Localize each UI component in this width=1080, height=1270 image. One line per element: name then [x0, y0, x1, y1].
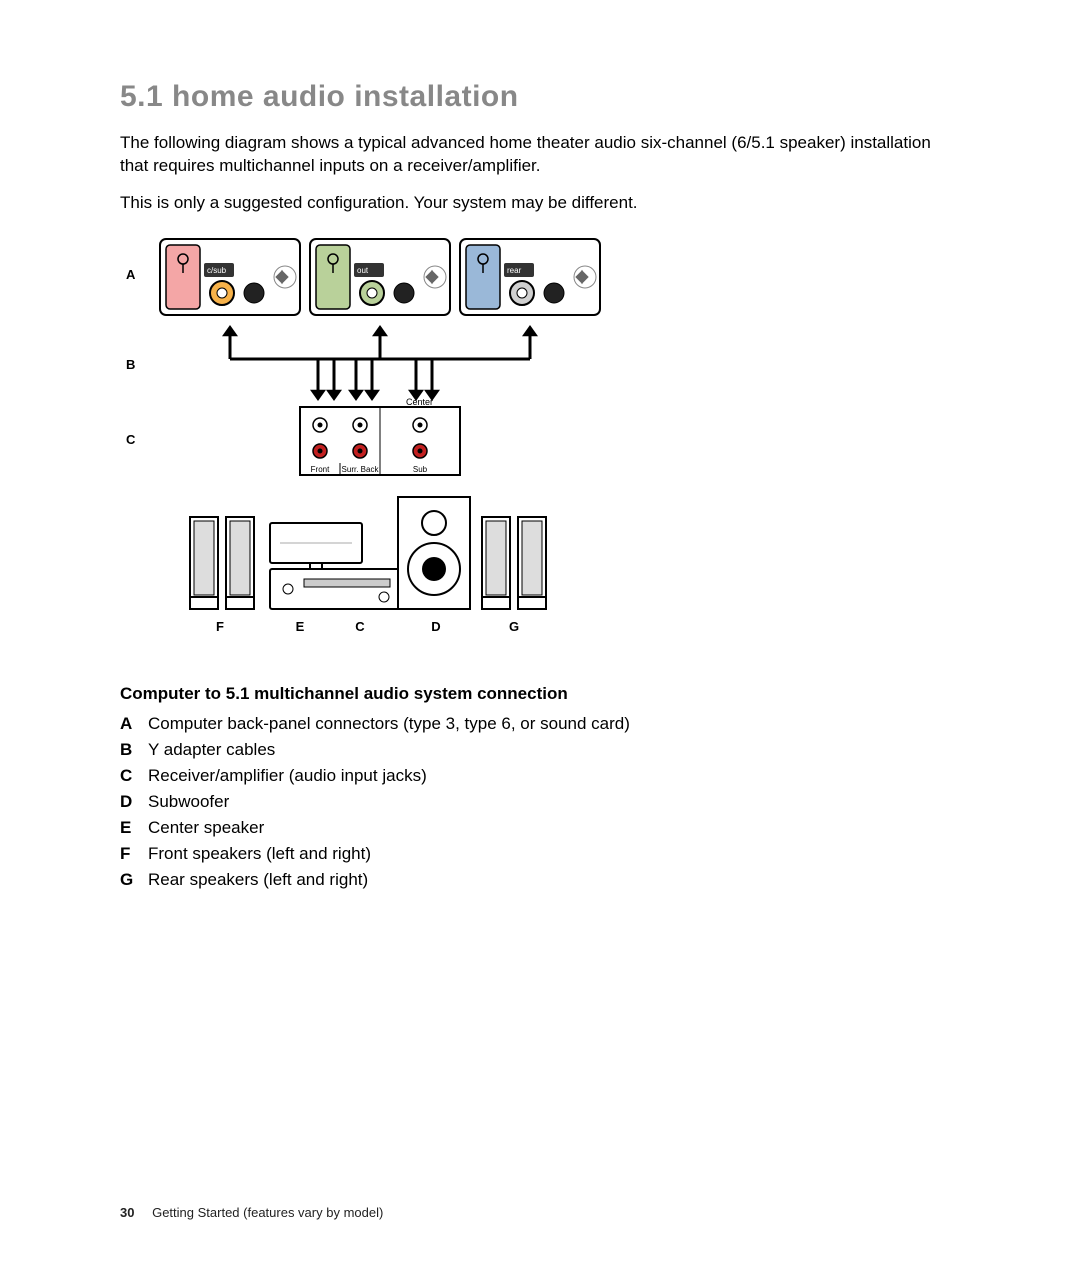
legend-row: FFront speakers (left and right) — [120, 844, 960, 864]
intro-paragraph-2: This is only a suggested configuration. … — [120, 192, 960, 215]
svg-text:Front: Front — [311, 465, 330, 474]
legend-row: AComputer back-panel connectors (type 3,… — [120, 714, 960, 734]
section-title: 5.1 home audio installation — [120, 80, 960, 114]
svg-text:D: D — [431, 619, 440, 634]
legend-key: B — [120, 740, 148, 760]
legend-key: D — [120, 792, 148, 812]
legend-row: GRear speakers (left and right) — [120, 870, 960, 890]
legend-row: ECenter speaker — [120, 818, 960, 838]
svg-text:Sub: Sub — [413, 465, 428, 474]
svg-text:rear: rear — [507, 266, 522, 275]
legend-value: Y adapter cables — [148, 740, 960, 760]
legend-row: BY adapter cables — [120, 740, 960, 760]
page-number: 30 — [120, 1205, 134, 1220]
svg-text:A: A — [126, 267, 136, 282]
legend-row: DSubwoofer — [120, 792, 960, 812]
legend-value: Subwoofer — [148, 792, 960, 812]
svg-text:B: B — [126, 357, 135, 372]
legend-row: CReceiver/amplifier (audio input jacks) — [120, 766, 960, 786]
svg-text:F: F — [216, 619, 224, 634]
legend-heading: Computer to 5.1 multichannel audio syste… — [120, 684, 960, 704]
page-footer: 30 Getting Started (features vary by mod… — [120, 1205, 383, 1220]
svg-text:C: C — [126, 432, 136, 447]
svg-text:c/sub: c/sub — [207, 266, 227, 275]
legend-key: F — [120, 844, 148, 864]
legend-value: Center speaker — [148, 818, 960, 838]
legend-value: Computer back-panel connectors (type 3, … — [148, 714, 960, 734]
legend-key: C — [120, 766, 148, 786]
legend-value: Receiver/amplifier (audio input jacks) — [148, 766, 960, 786]
svg-text:C: C — [355, 619, 365, 634]
svg-text:Surr. Back: Surr. Back — [342, 465, 380, 474]
legend-value: Front speakers (left and right) — [148, 844, 960, 864]
legend-key: G — [120, 870, 148, 890]
svg-text:Center: Center — [406, 397, 433, 407]
footer-text: Getting Started (features vary by model) — [152, 1205, 383, 1220]
connection-diagram: A B Cc/sub out rear Center Front Surr. Back Sub F… — [120, 229, 960, 664]
svg-text:E: E — [296, 619, 305, 634]
svg-text:G: G — [509, 619, 519, 634]
legend-key: E — [120, 818, 148, 838]
svg-text:out: out — [357, 266, 369, 275]
legend-list: AComputer back-panel connectors (type 3,… — [120, 714, 960, 890]
legend-value: Rear speakers (left and right) — [148, 870, 960, 890]
legend-key: A — [120, 714, 148, 734]
intro-paragraph-1: The following diagram shows a typical ad… — [120, 132, 960, 178]
